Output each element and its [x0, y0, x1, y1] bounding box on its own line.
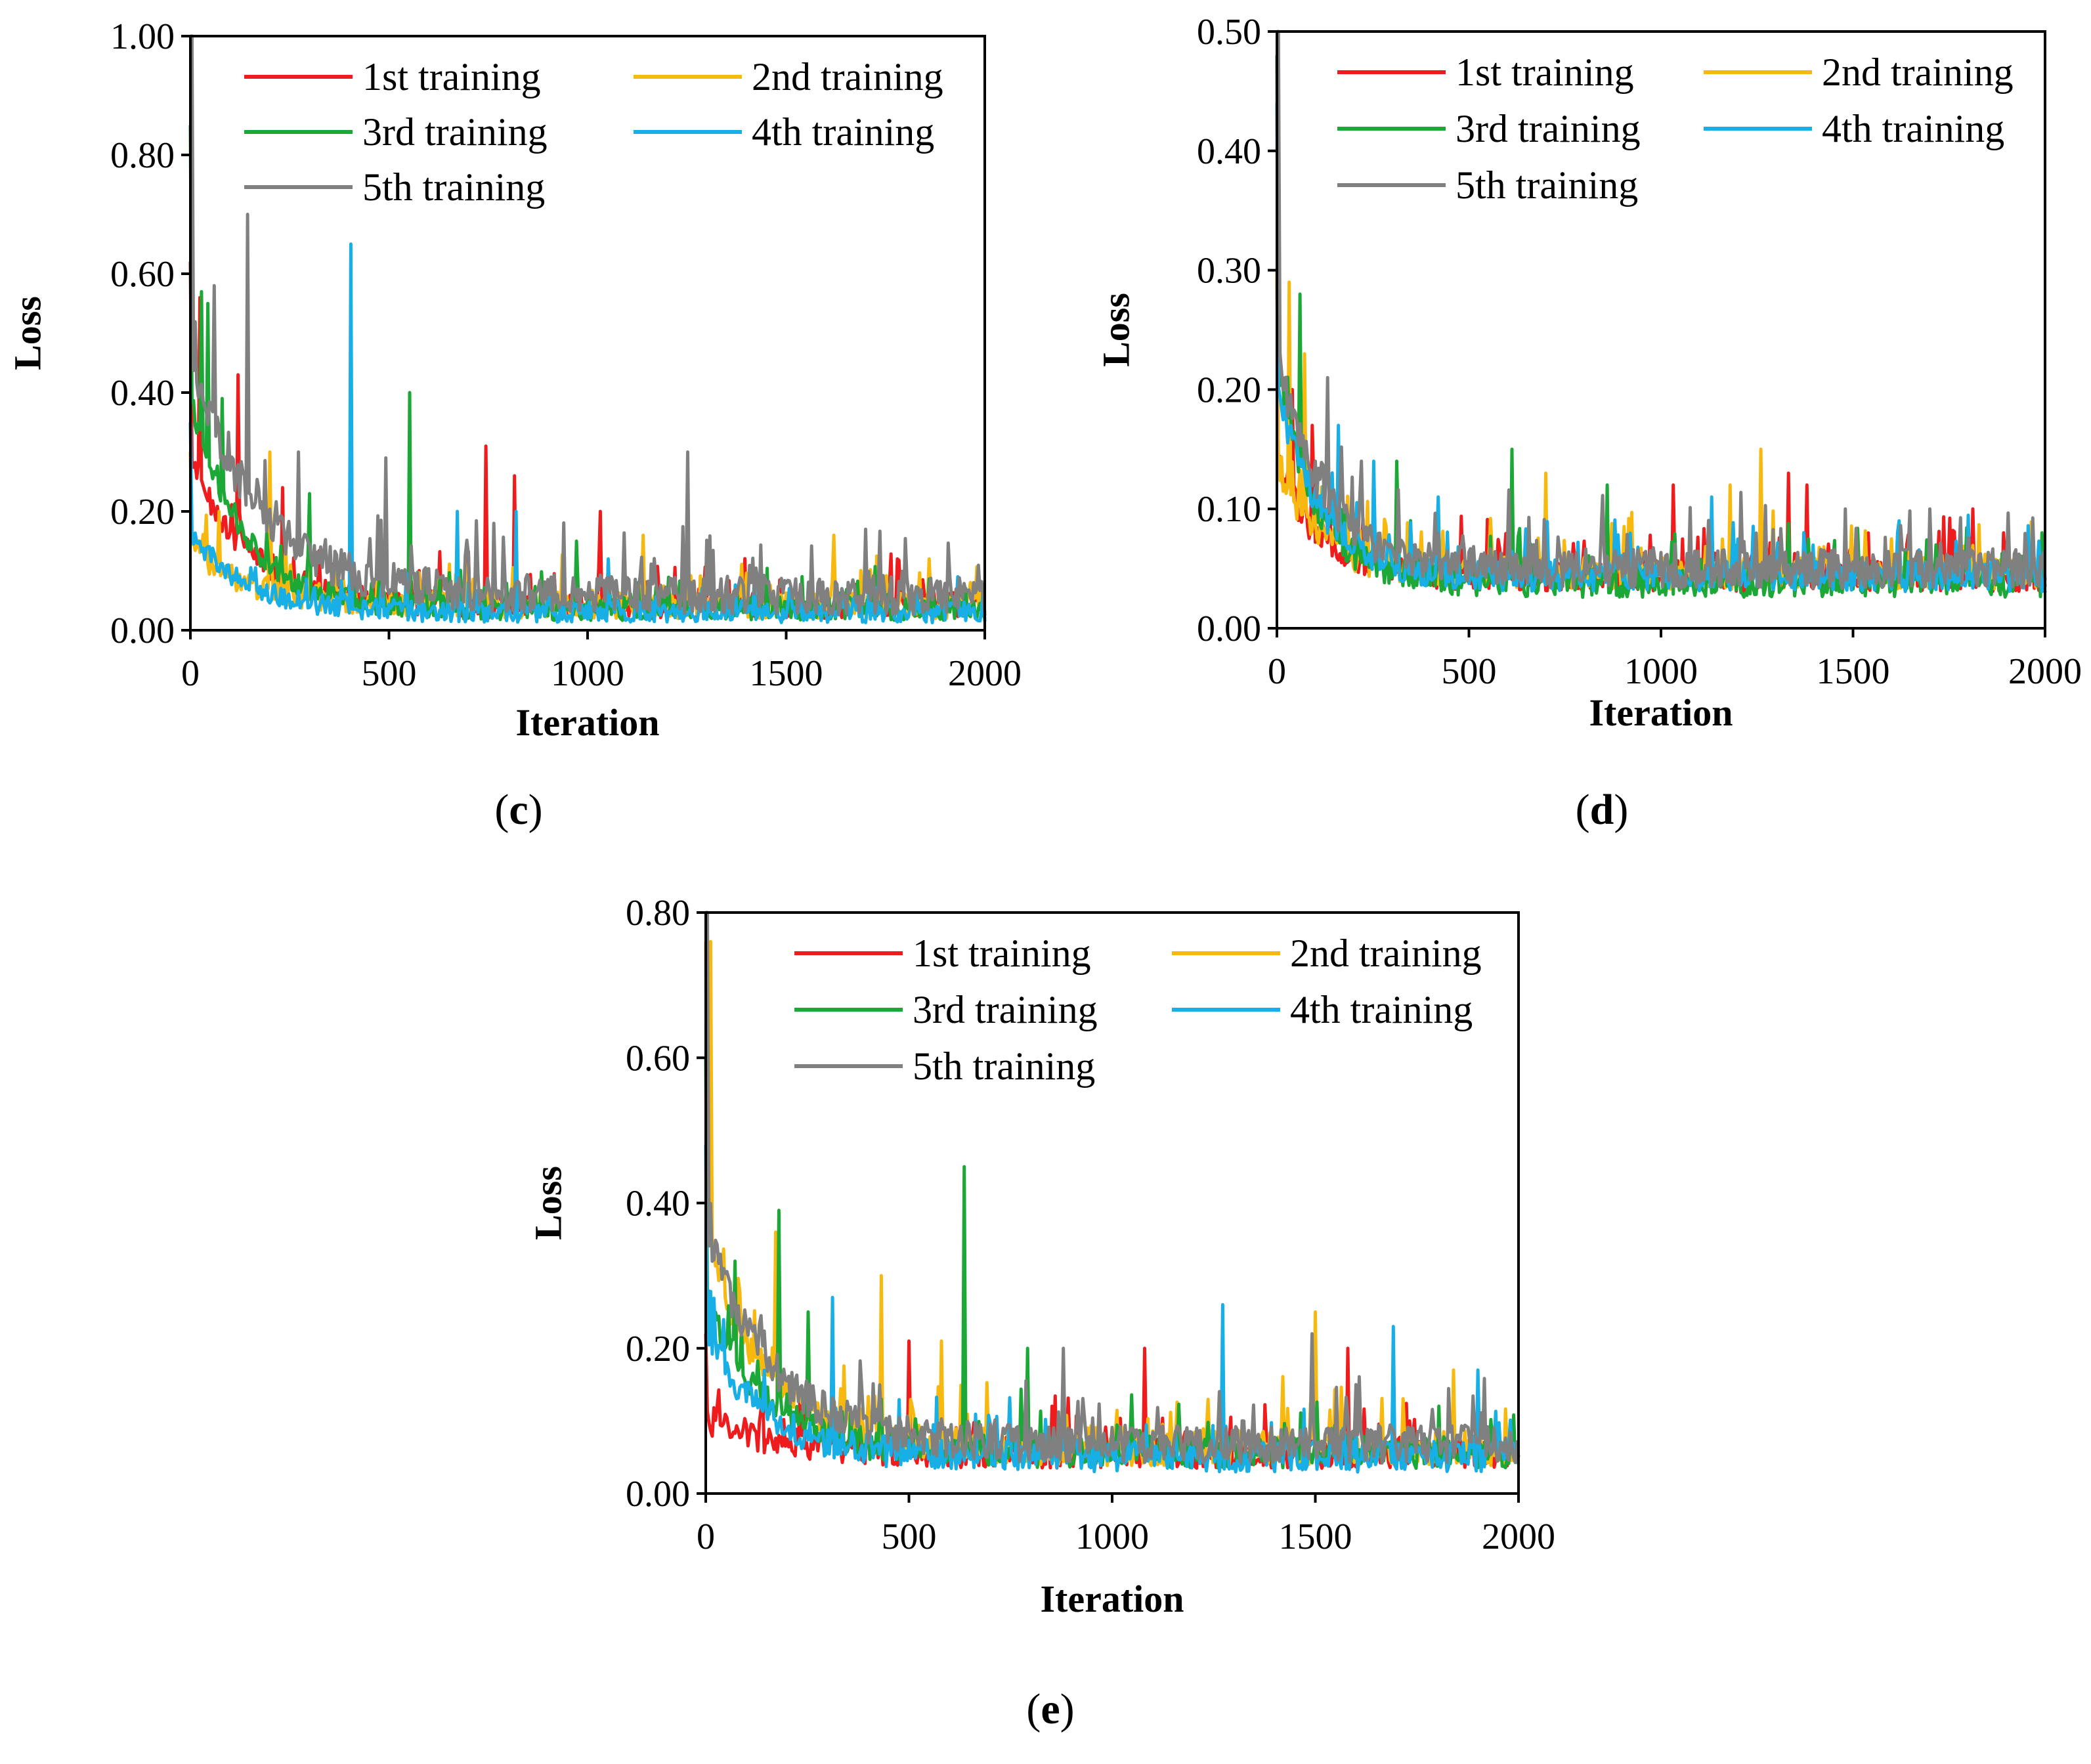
panel-c-legend-label-2: 2nd training — [752, 55, 943, 98]
panel-c-xlabel: Iteration — [515, 701, 659, 744]
panel-e-xtick-label: 1500 — [1279, 1517, 1352, 1557]
panel-c-legend-label-5: 5th training — [362, 165, 545, 209]
panel-d-ytick-label: 0.30 — [1197, 251, 1261, 291]
panel-d-ytick-label: 0.00 — [1197, 609, 1261, 649]
panel-e-ytick-label: 0.20 — [626, 1329, 690, 1369]
panel-d-yticks: 0.00 0.10 0.20 0.30 0.40 0.50 — [1197, 12, 1277, 649]
panel-d-xtick-label: 1500 — [1817, 651, 1890, 692]
panel-e-legend-label-1: 1st training — [913, 932, 1091, 975]
panel-d-xticks: 0 500 1000 1500 2000 — [1268, 628, 2082, 692]
panel-e-series — [704, 911, 1520, 1474]
panel-e-ylabel: Loss — [527, 1166, 570, 1240]
panel-e-ytick-label: 0.00 — [626, 1474, 690, 1515]
panel-e-xlabel: Iteration — [1040, 1578, 1184, 1620]
panel-d: 0.00 0.10 0.20 0.30 0.40 0.50 0 500 1000 1500 200… — [1095, 12, 2082, 834]
panel-c-ytick-label: 1.00 — [110, 16, 175, 57]
panel-d-ytick-label: 0.50 — [1197, 12, 1261, 53]
panel-d-label: (d) — [1576, 786, 1629, 834]
panel-e-ytick-label: 0.60 — [626, 1038, 690, 1079]
panel-c-yticks: 0.00 0.20 0.40 0.60 0.80 1.00 — [110, 16, 190, 651]
panel-c-legend-label-3: 3rd training — [362, 110, 548, 154]
panel-e-legend: 1st training 2nd training 3rd training 4th … — [794, 932, 1482, 1088]
panel-d-xlabel: Iteration — [1589, 691, 1733, 734]
panel-d-ytick-label: 0.40 — [1197, 131, 1261, 172]
panel-d-legend-label-1: 1st training — [1455, 51, 1634, 94]
panel-d-ylabel: Loss — [1095, 293, 1138, 367]
panel-c-xtick-label: 2000 — [948, 653, 1022, 694]
panel-c-xtick-label: 1000 — [551, 653, 624, 694]
panel-c-legend-label-4: 4th training — [752, 110, 934, 154]
panel-e-xtick-label: 0 — [697, 1517, 715, 1557]
panel-c-ytick-label: 0.60 — [110, 254, 175, 295]
panel-e-xtick-label: 2000 — [1482, 1517, 1555, 1557]
panel-c-label: (c) — [494, 786, 542, 834]
panel-d-legend: 1st training 2nd training 3rd training 4th … — [1337, 51, 2014, 207]
panel-c-ytick-label: 0.80 — [110, 135, 175, 176]
panel-d-xtick-label: 1000 — [1624, 651, 1698, 692]
panel-c-ytick-label: 0.40 — [110, 373, 175, 414]
panel-e-label: (e) — [1026, 1685, 1074, 1733]
panel-d-xtick-label: 500 — [1442, 651, 1497, 692]
panel-d-xtick-label: 2000 — [2008, 651, 2082, 692]
panel-e-series-3 — [704, 1058, 1520, 1471]
panel-c-ylabel: Loss — [7, 296, 49, 370]
panel-e-ytick-label: 0.40 — [626, 1184, 690, 1224]
panel-c-legend: 1st training 2nd training 3rd training 4th … — [244, 55, 943, 209]
panel-d-legend-label-4: 4th training — [1822, 107, 2004, 150]
panel-e: 0.00 0.20 0.40 0.60 0.80 0 500 1000 1500 2000 It… — [527, 893, 1556, 1733]
panel-c-ytick-label: 0.20 — [110, 492, 175, 532]
panel-d-ytick-label: 0.10 — [1197, 489, 1261, 530]
panel-d-legend-label-3: 3rd training — [1455, 107, 1641, 150]
panel-c-series-4 — [188, 242, 987, 624]
panel-d-series-5 — [1276, 30, 2047, 590]
panel-e-legend-label-2: 2nd training — [1290, 932, 1482, 975]
panel-e-ytick-label: 0.80 — [626, 893, 690, 934]
panel-c-xtick-label: 1500 — [750, 653, 823, 694]
panel-d-xtick-label: 0 — [1268, 651, 1286, 692]
panel-d-series — [1275, 30, 2047, 599]
panel-e-legend-label-4: 4th training — [1290, 988, 1473, 1031]
panel-c: 0.00 0.20 0.40 0.60 0.80 1.00 0 500 1000 1500 200… — [7, 16, 1022, 834]
panel-e-xticks: 0 500 1000 1500 2000 — [697, 1494, 1555, 1557]
panel-c-xtick-label: 0 — [181, 653, 200, 694]
panel-e-legend-label-3: 3rd training — [913, 988, 1098, 1031]
panel-e-xtick-label: 500 — [882, 1517, 937, 1557]
panel-c-legend-label-1: 1st training — [362, 55, 541, 98]
panel-d-legend-label-2: 2nd training — [1822, 51, 2014, 94]
panel-c-xticks: 0 500 1000 1500 2000 — [181, 630, 1022, 694]
panel-c-series — [188, 34, 987, 624]
panel-c-xtick-label: 500 — [362, 653, 417, 694]
panel-c-ytick-label: 0.00 — [110, 611, 175, 651]
panel-e-yticks: 0.00 0.20 0.40 0.60 0.80 — [626, 893, 706, 1515]
panel-e-series-5 — [706, 911, 1520, 1465]
panel-c-series-5 — [190, 34, 987, 616]
panel-e-xtick-label: 1000 — [1075, 1517, 1149, 1557]
panel-d-ytick-label: 0.20 — [1197, 370, 1261, 410]
panel-e-legend-label-5: 5th training — [913, 1044, 1095, 1088]
panel-d-legend-label-5: 5th training — [1455, 163, 1638, 207]
